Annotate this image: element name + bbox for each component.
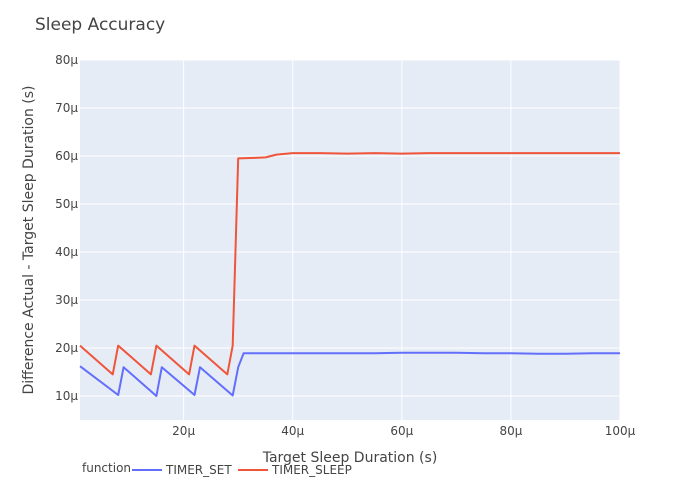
y-tick-label: 10µ <box>55 389 78 403</box>
y-tick-label: 60µ <box>55 149 78 163</box>
plot-area <box>80 60 620 420</box>
x-tick-label: 100µ <box>605 424 636 438</box>
y-tick-label: 80µ <box>55 53 78 67</box>
legend[interactable]: function TIMER_SET TIMER_SLEEP <box>82 461 352 477</box>
x-tick-label: 40µ <box>281 424 304 438</box>
y-tick-label: 30µ <box>55 293 78 307</box>
gridlines <box>80 59 621 420</box>
chart-title: Sleep Accuracy <box>35 15 165 35</box>
x-tick-label: 60µ <box>390 424 413 438</box>
y-axis-label: Difference Actual - Target Sleep Duratio… <box>21 85 37 394</box>
legend-label: TIMER_SET <box>165 463 232 477</box>
y-tick-label: 40µ <box>55 245 78 259</box>
x-tick-labels: 20µ 40µ 60µ 80µ 100µ <box>172 424 635 438</box>
legend-item-timer-set[interactable]: TIMER_SET <box>132 463 232 477</box>
x-tick-label: 20µ <box>172 424 195 438</box>
y-tick-label: 70µ <box>55 101 78 115</box>
y-tick-label: 20µ <box>55 341 78 355</box>
series-lines <box>79 152 620 397</box>
x-axis-label: Target Sleep Duration (s) <box>262 450 438 466</box>
legend-label: TIMER_SLEEP <box>271 463 352 477</box>
x-tick-label: 80µ <box>499 424 522 438</box>
y-tick-label: 50µ <box>55 197 78 211</box>
legend-title: function <box>82 461 131 475</box>
legend-item-timer-sleep[interactable]: TIMER_SLEEP <box>238 463 352 477</box>
series-line-timer-sleep <box>79 152 620 376</box>
series-line-timer-set <box>79 351 620 397</box>
y-tick-labels: 10µ 20µ 30µ 40µ 50µ 60µ 70µ 80µ <box>55 53 78 403</box>
